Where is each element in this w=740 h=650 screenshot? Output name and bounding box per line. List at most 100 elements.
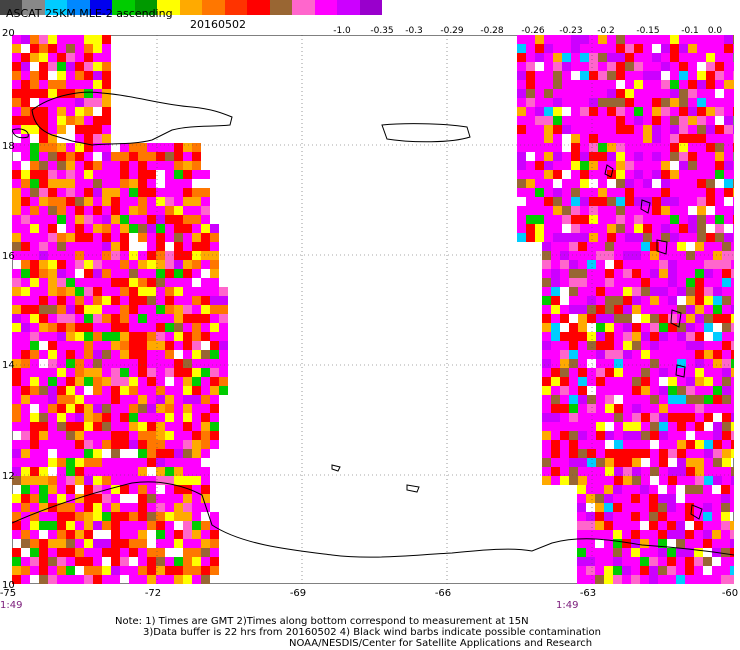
- swath-cell: [75, 287, 84, 296]
- swath-cell: [156, 152, 165, 161]
- swath-cell: [670, 152, 679, 161]
- swath-cell: [722, 350, 731, 359]
- swath-cell: [210, 323, 219, 332]
- swath-cell: [120, 215, 129, 224]
- swath-cell: [695, 251, 704, 260]
- swath-cell: [688, 44, 697, 53]
- swath-cell: [219, 296, 228, 305]
- swath-cell: [580, 62, 589, 71]
- swath-cell: [616, 206, 625, 215]
- swath-cell: [706, 197, 715, 206]
- swath-cell: [715, 161, 724, 170]
- swath-cell: [111, 224, 120, 233]
- swath-cell: [730, 548, 734, 557]
- swath-cell: [596, 377, 605, 386]
- swath-cell: [607, 116, 616, 125]
- swath-cell: [21, 260, 30, 269]
- swath-cell: [706, 98, 715, 107]
- colorbar-tick-label: -0.26: [521, 26, 545, 36]
- swath-cell: [571, 35, 580, 44]
- swath-cell: [722, 296, 731, 305]
- swath-cell: [102, 395, 111, 404]
- swath-cell: [731, 305, 734, 314]
- swath-cell: [57, 575, 66, 584]
- swath-cell: [713, 260, 722, 269]
- swath-cell: [192, 539, 201, 548]
- swath-cell: [48, 206, 57, 215]
- swath-cell: [589, 170, 598, 179]
- swath-cell: [210, 512, 219, 521]
- swath-cell: [66, 179, 75, 188]
- swath-cell: [84, 458, 93, 467]
- swath-cell: [129, 170, 138, 179]
- swath-cell: [640, 575, 649, 584]
- swath-cell: [93, 566, 102, 575]
- swath-cell: [667, 512, 676, 521]
- swath-cell: [722, 440, 731, 449]
- swath-cell: [129, 467, 138, 476]
- swath-cell: [174, 494, 183, 503]
- swath-cell: [721, 539, 730, 548]
- swath-cell: [605, 404, 614, 413]
- swath-cell: [66, 62, 75, 71]
- swath-cell: [712, 494, 721, 503]
- swath-cell: [697, 80, 706, 89]
- swath-cell: [192, 296, 201, 305]
- swath-cell: [147, 242, 156, 251]
- swath-cell: [165, 314, 174, 323]
- swath-cell: [165, 395, 174, 404]
- swath-cell: [605, 386, 614, 395]
- swath-cell: [12, 449, 21, 458]
- swath-cell: [571, 170, 580, 179]
- swath-cell: [66, 35, 75, 44]
- swath-cell: [210, 224, 219, 233]
- swath-cell: [93, 494, 102, 503]
- swath-cell: [48, 107, 57, 116]
- swath-cell: [120, 503, 129, 512]
- swath-cell: [30, 179, 39, 188]
- swath-cell: [659, 323, 668, 332]
- swath-cell: [578, 341, 587, 350]
- swath-cell: [569, 431, 578, 440]
- swath-cell: [183, 386, 192, 395]
- swath-cell: [604, 512, 613, 521]
- swath-cell: [138, 476, 147, 485]
- swath-cell: [596, 476, 605, 485]
- swath-cell: [634, 62, 643, 71]
- swath-cell: [643, 44, 652, 53]
- swath-cell: [84, 332, 93, 341]
- swath-cell: [21, 80, 30, 89]
- swath-cell: [75, 80, 84, 89]
- swath-cell: [695, 386, 704, 395]
- swath-cell: [102, 224, 111, 233]
- swath-cell: [219, 305, 228, 314]
- swath-cell: [39, 269, 48, 278]
- swath-cell: [84, 521, 93, 530]
- swath-cell: [632, 278, 641, 287]
- swath-cell: [39, 224, 48, 233]
- swath-cell: [526, 188, 535, 197]
- swath-cell: [39, 80, 48, 89]
- swath-cell: [571, 233, 580, 242]
- swath-cell: [138, 413, 147, 422]
- swath-cell: [21, 539, 30, 548]
- swath-cell: [174, 215, 183, 224]
- swath-cell: [703, 539, 712, 548]
- swath-cell: [174, 503, 183, 512]
- swath-cell: [138, 359, 147, 368]
- swath-cell: [650, 449, 659, 458]
- swath-cell: [562, 152, 571, 161]
- swath-cell: [93, 539, 102, 548]
- swath-cell: [138, 170, 147, 179]
- swath-cell: [679, 215, 688, 224]
- swath-cell: [75, 431, 84, 440]
- swath-cell: [721, 485, 730, 494]
- swath-cell: [129, 287, 138, 296]
- coast-left-island: [12, 128, 29, 139]
- swath-cell: [147, 287, 156, 296]
- swath-cell: [201, 539, 210, 548]
- swath-cell: [641, 323, 650, 332]
- swath-cell: [21, 152, 30, 161]
- swath-cell: [679, 224, 688, 233]
- swath-cell: [147, 314, 156, 323]
